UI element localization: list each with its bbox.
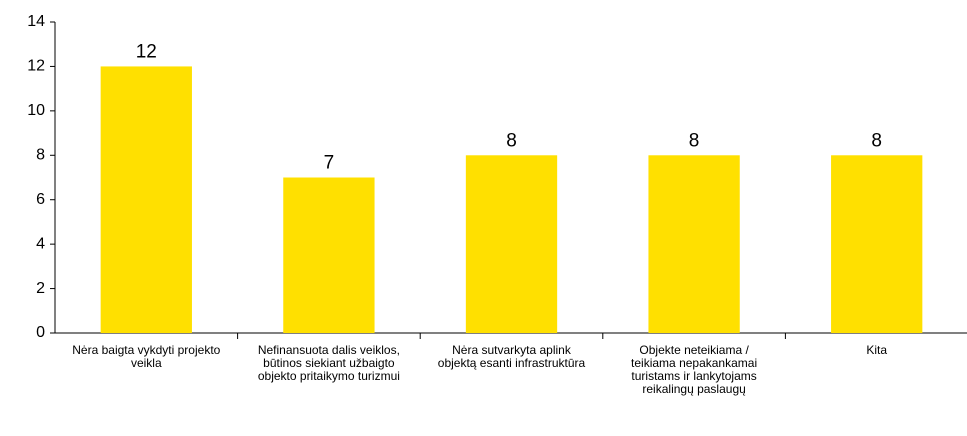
data-label: 8	[689, 130, 700, 151]
bar	[831, 155, 923, 333]
data-label: 8	[506, 130, 517, 151]
y-tick-label: 2	[36, 280, 45, 297]
y-tick-label: 6	[36, 191, 45, 208]
data-label: 8	[871, 130, 882, 151]
bar	[465, 155, 558, 333]
data-label: 12	[136, 41, 157, 62]
y-tick-label: 10	[27, 102, 45, 119]
y-tick-label: 12	[27, 58, 45, 75]
x-tick-label: Nėra sutvarkyta aplink objektą esanti in…	[437, 343, 586, 370]
bar	[648, 155, 740, 333]
y-tick-label: 8	[36, 147, 45, 164]
bar	[283, 177, 375, 333]
x-tick-label: Objekte neteikiama / teikiama nepakankam…	[631, 343, 758, 396]
y-tick-label: 14	[27, 13, 45, 30]
y-tick-label: 4	[36, 235, 45, 252]
x-tick-label: Nėra baigta vykdyti projekto veikla	[72, 343, 221, 370]
data-label: 7	[324, 153, 335, 174]
bar	[100, 66, 192, 333]
x-tick-label: Kita	[866, 343, 888, 357]
y-tick-label: 0	[36, 324, 45, 341]
x-tick-label: Nefinansuota dalis veiklos, būtinos siek…	[257, 343, 400, 383]
